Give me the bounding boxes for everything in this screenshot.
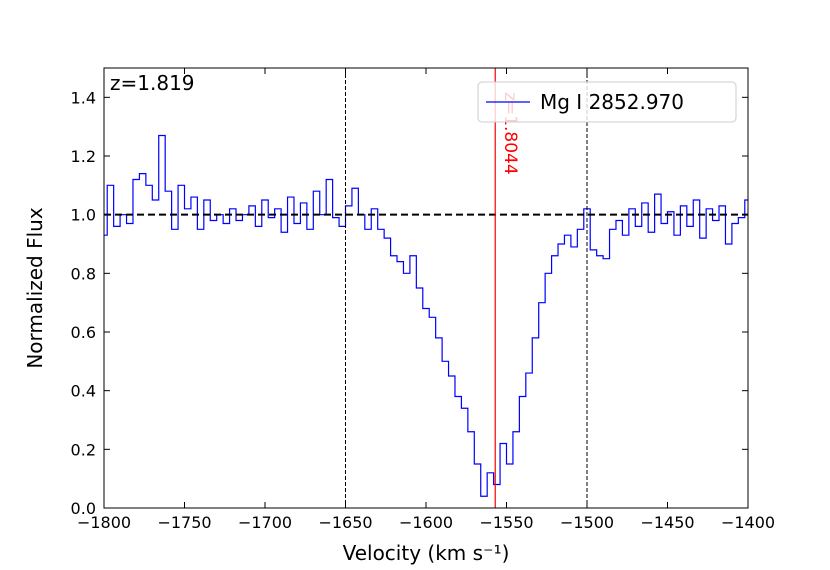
y-tick-label: 1.0: [71, 206, 96, 225]
y-tick-label: 0.0: [71, 499, 96, 518]
y-tick-label: 1.2: [71, 147, 96, 166]
y-tick-label: 0.2: [71, 440, 96, 459]
y-axis-label: Normalized Flux: [23, 207, 47, 369]
y-tick-label: 0.8: [71, 264, 96, 283]
x-tick-label: −1600: [399, 513, 453, 532]
legend-box: [477, 81, 737, 123]
x-tick-label: −1750: [157, 513, 211, 532]
y-tick-label: 1.4: [71, 88, 96, 107]
y-tick-label: 0.4: [71, 382, 96, 401]
x-tick-label: −1500: [560, 513, 614, 532]
y-tick-label: 0.6: [71, 323, 96, 342]
legend-label: Mg I 2852.970: [540, 90, 684, 114]
x-tick-label: −1650: [318, 513, 372, 532]
x-tick-label: −1450: [640, 513, 694, 532]
flux-line: [104, 134, 748, 497]
x-tick-label: −1700: [238, 513, 292, 532]
x-tick-label: −1550: [479, 513, 533, 532]
plot-frame: [103, 67, 749, 509]
x-tick-label: −1800: [77, 513, 131, 532]
x-tick-label: −1400: [721, 513, 775, 532]
x-axis-label: Velocity (km s⁻¹): [343, 541, 510, 565]
redshift-annotation: z=1.819: [110, 71, 195, 95]
